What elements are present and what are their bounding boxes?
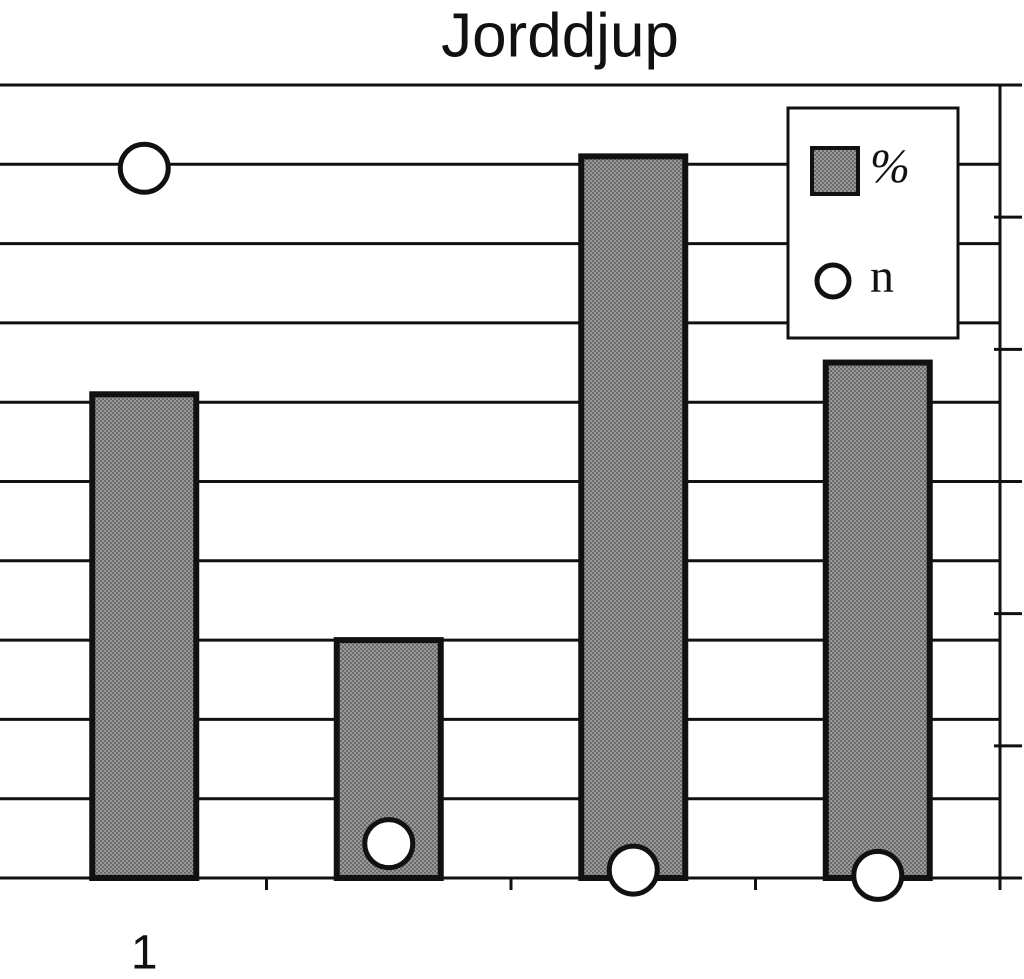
bar bbox=[822, 359, 933, 881]
point bbox=[117, 141, 171, 195]
legend-label: % bbox=[870, 140, 910, 193]
x-tick-label: 1 bbox=[131, 927, 158, 979]
bar bbox=[89, 391, 200, 881]
point bbox=[606, 843, 660, 897]
point bbox=[362, 817, 416, 871]
bar bbox=[578, 153, 689, 881]
legend-swatch bbox=[810, 146, 860, 196]
chart-title: Jorddjup bbox=[441, 1, 679, 70]
point bbox=[851, 848, 905, 902]
legend-swatch bbox=[814, 262, 852, 300]
legend-label: n bbox=[870, 250, 894, 303]
